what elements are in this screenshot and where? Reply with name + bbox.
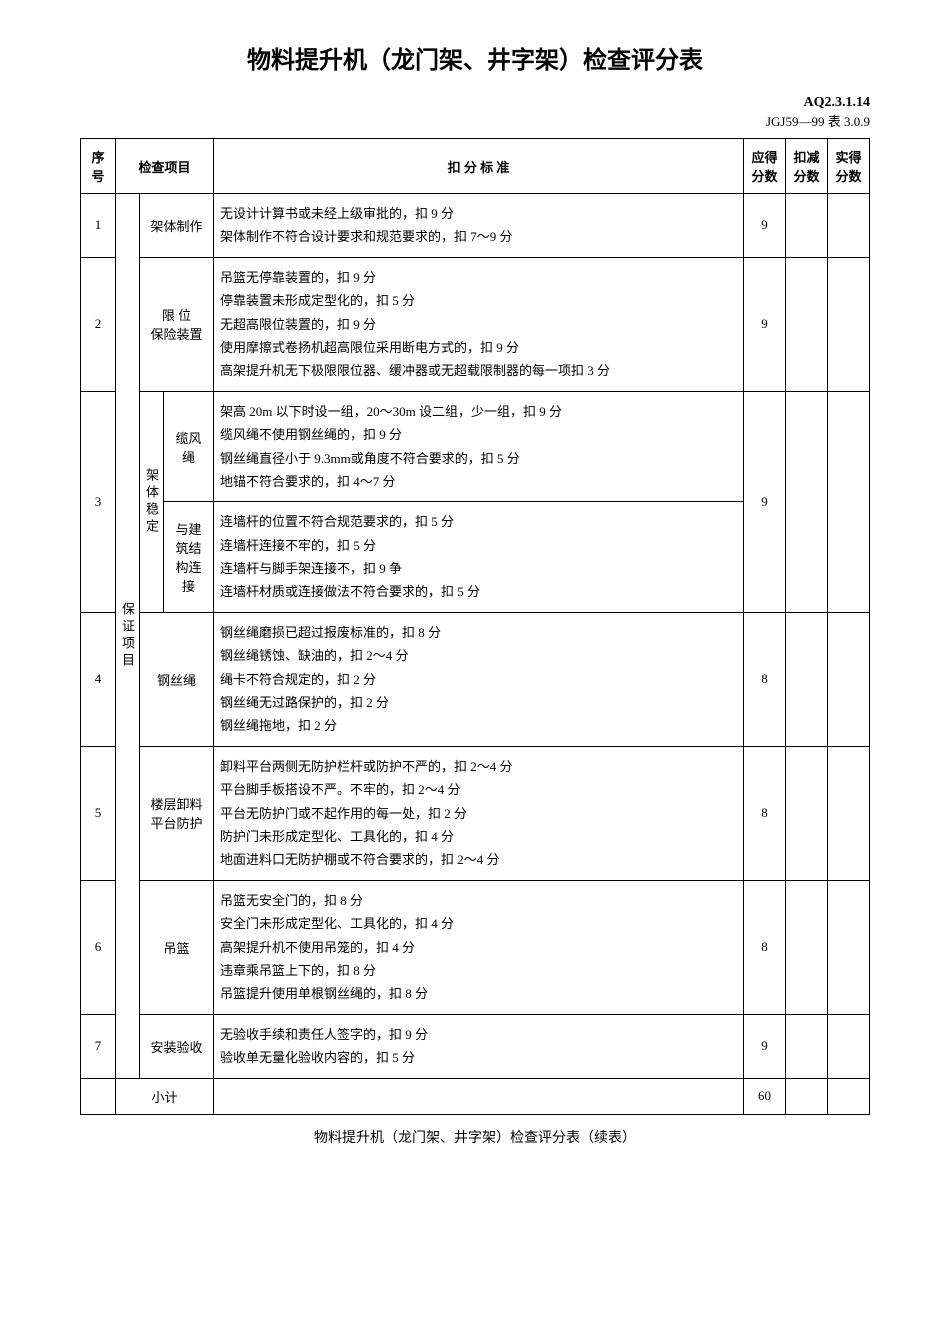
deduct-score-cell [786, 880, 828, 1014]
table-row: 2 限 位保险装置 吊篮无停靠装置的，扣 9 分停靠装置未形成定型化的，扣 5 … [81, 257, 870, 391]
seq-cell: 7 [81, 1014, 116, 1078]
actual-score-cell [828, 612, 870, 746]
actual-score-cell [828, 746, 870, 880]
seq-cell: 1 [81, 194, 116, 258]
subtotal-row: 小计 60 [81, 1078, 870, 1114]
criteria-cell: 架高 20m 以下时设一组，20～30m 设二组，少一组，扣 9 分缆风绳不使用… [214, 391, 744, 502]
subtotal-actual [828, 1078, 870, 1114]
max-score-cell: 8 [744, 612, 786, 746]
seq-cell: 4 [81, 612, 116, 746]
category-cell: 保证项目 [116, 194, 140, 1079]
seq-cell: 6 [81, 880, 116, 1014]
sub-item-cell: 与建筑结构连接 [164, 502, 214, 613]
max-score-cell: 9 [744, 1014, 786, 1078]
max-score-cell: 9 [744, 391, 786, 612]
seq-cell: 5 [81, 746, 116, 880]
deduct-score-cell [786, 194, 828, 258]
table-row: 4 钢丝绳 钢丝绳磨损已超过报废标准的，扣 8 分钢丝绳锈蚀、缺油的，扣 2～4… [81, 612, 870, 746]
table-row: 6 吊篮 吊篮无安全门的，扣 8 分安全门未形成定型化、工具化的，扣 4 分高架… [81, 880, 870, 1014]
deduct-score-cell [786, 257, 828, 391]
header-max-score: 应得分数 [744, 139, 786, 194]
footer-text: 物料提升机（龙门架、井字架）检查评分表（续表） [80, 1127, 870, 1147]
criteria-cell: 吊篮无停靠装置的，扣 9 分停靠装置未形成定型化的，扣 5 分无超高限位装置的，… [214, 257, 744, 391]
item-cell: 吊篮 [140, 880, 214, 1014]
criteria-cell: 无验收手续和责任人签字的，扣 9 分验收单无量化验收内容的，扣 5 分 [214, 1014, 744, 1078]
doc-codes: AQ2.3.1.14 JGJ59—99 表 3.0.9 [80, 95, 870, 130]
header-actual-score: 实得分数 [828, 139, 870, 194]
actual-score-cell [828, 880, 870, 1014]
scoring-table: 序号 检查项目 扣 分 标 准 应得分数 扣减分数 实得分数 1 保证项目 架体… [80, 138, 870, 1115]
subtotal-criteria [214, 1078, 744, 1114]
criteria-cell: 钢丝绳磨损已超过报废标准的，扣 8 分钢丝绳锈蚀、缺油的，扣 2～4 分绳卡不符… [214, 612, 744, 746]
item-cell: 安装验收 [140, 1014, 214, 1078]
item-cell: 限 位保险装置 [140, 257, 214, 391]
item-cell: 楼层卸料平台防护 [140, 746, 214, 880]
header-seq: 序号 [81, 139, 116, 194]
deduct-score-cell [786, 1014, 828, 1078]
header-row: 序号 检查项目 扣 分 标 准 应得分数 扣减分数 实得分数 [81, 139, 870, 194]
subtotal-label: 小计 [116, 1078, 214, 1114]
header-criteria: 扣 分 标 准 [214, 139, 744, 194]
criteria-cell: 卸料平台两侧无防护栏杆或防护不严的，扣 2～4 分平台脚手板搭设不严。不牢的，扣… [214, 746, 744, 880]
page-title: 物料提升机（龙门架、井字架）检查评分表 [80, 40, 870, 75]
subtotal-seq [81, 1078, 116, 1114]
max-score-cell: 9 [744, 257, 786, 391]
criteria-cell: 连墙杆的位置不符合规范要求的，扣 5 分连墙杆连接不牢的，扣 5 分连墙杆与脚手… [214, 502, 744, 613]
seq-cell: 2 [81, 257, 116, 391]
sub-item-cell: 缆风绳 [164, 391, 214, 502]
actual-score-cell [828, 257, 870, 391]
seq-cell: 3 [81, 391, 116, 612]
table-row: 3 架体稳定 缆风绳 架高 20m 以下时设一组，20～30m 设二组，少一组，… [81, 391, 870, 502]
max-score-cell: 8 [744, 880, 786, 1014]
actual-score-cell [828, 194, 870, 258]
header-deduct-score: 扣减分数 [786, 139, 828, 194]
doc-code-1: AQ2.3.1.14 [80, 95, 870, 111]
max-score-cell: 9 [744, 194, 786, 258]
actual-score-cell [828, 1014, 870, 1078]
item-cell: 钢丝绳 [140, 612, 214, 746]
table-row: 1 保证项目 架体制作 无设计计算书或未经上级审批的，扣 9 分架体制作不符合设… [81, 194, 870, 258]
deduct-score-cell [786, 746, 828, 880]
actual-score-cell [828, 391, 870, 612]
table-row: 7 安装验收 无验收手续和责任人签字的，扣 9 分验收单无量化验收内容的，扣 5… [81, 1014, 870, 1078]
item-cell: 架体制作 [140, 194, 214, 258]
header-check-item: 检查项目 [116, 139, 214, 194]
deduct-score-cell [786, 612, 828, 746]
deduct-score-cell [786, 391, 828, 612]
doc-code-2: JGJ59—99 表 3.0.9 [80, 111, 870, 130]
criteria-cell: 吊篮无安全门的，扣 8 分安全门未形成定型化、工具化的，扣 4 分高架提升机不使… [214, 880, 744, 1014]
max-score-cell: 8 [744, 746, 786, 880]
subtotal-score: 60 [744, 1078, 786, 1114]
subtotal-deduct [786, 1078, 828, 1114]
sub-category-cell: 架体稳定 [140, 391, 164, 612]
criteria-cell: 无设计计算书或未经上级审批的，扣 9 分架体制作不符合设计要求和规范要求的，扣 … [214, 194, 744, 258]
table-row: 5 楼层卸料平台防护 卸料平台两侧无防护栏杆或防护不严的，扣 2～4 分平台脚手… [81, 746, 870, 880]
